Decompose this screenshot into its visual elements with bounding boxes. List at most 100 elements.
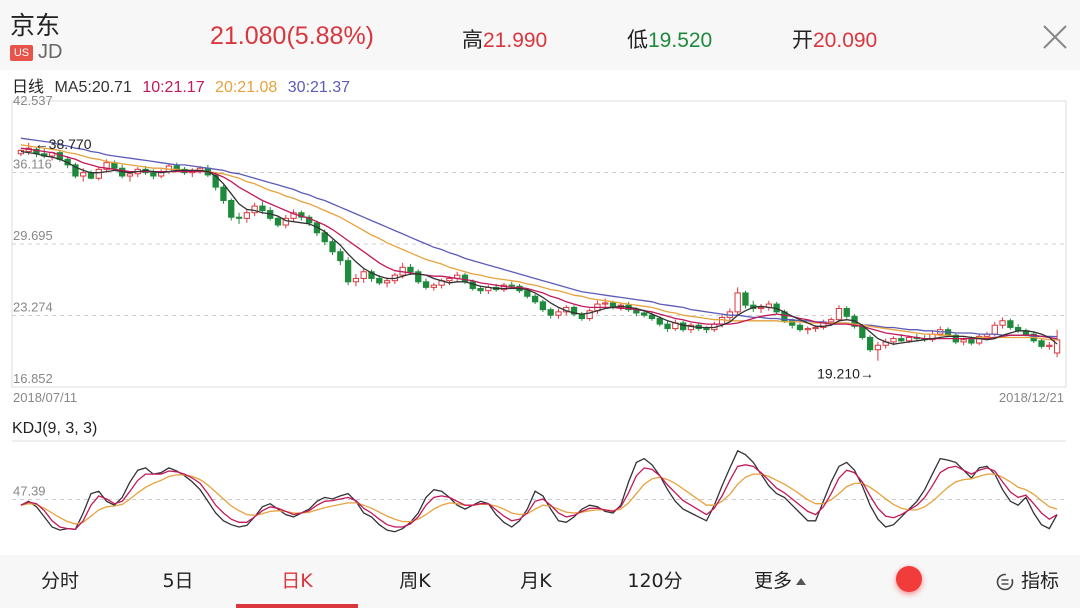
kdj-title: KDJ(9, 3, 3): [12, 420, 98, 437]
candle-body: [415, 271, 422, 283]
candle-body: [430, 284, 437, 288]
kdj-tick-label: 47.39: [13, 483, 46, 498]
candle-body: [866, 336, 874, 351]
price-tick-label: 36.116: [13, 156, 52, 171]
price-tick-label: 16.852: [13, 371, 53, 386]
tab-daily-k[interactable]: 日K: [236, 555, 358, 608]
x-end-label: 2018/12/21: [999, 390, 1064, 405]
candle-body: [648, 314, 656, 320]
candle-body: [898, 338, 905, 342]
candle-body: [570, 306, 578, 315]
candle-body: [407, 266, 414, 273]
candle-body: [259, 205, 266, 212]
candle-body: [602, 302, 609, 305]
candle-body: [1046, 344, 1053, 347]
tab-label: 指标: [1020, 570, 1059, 592]
candle-body: [422, 281, 430, 288]
candle-body: [500, 284, 508, 291]
candle-body: [859, 325, 866, 338]
candle-body: [812, 326, 819, 330]
ma10-value: 10:21.17: [142, 79, 205, 96]
tab-timeshare[interactable]: 分时: [20, 555, 100, 608]
candle-body: [220, 186, 227, 202]
candle-body: [835, 308, 843, 321]
candle-body: [95, 168, 102, 179]
ma30-line: [20, 137, 1058, 338]
candle-body: [718, 316, 726, 325]
caret-up-icon: [796, 578, 806, 585]
chart-area[interactable]: [0, 70, 1080, 555]
low-stat: 低19.520: [627, 24, 712, 54]
tab-monthly-k[interactable]: 月K: [496, 555, 576, 608]
high-value: 21.990: [483, 29, 548, 52]
record-button[interactable]: [888, 560, 930, 602]
candle-body: [578, 313, 585, 320]
tab-label: 月K: [520, 570, 552, 592]
candle-body: [1053, 339, 1061, 354]
tab-weekly-k[interactable]: 周K: [375, 555, 455, 608]
candle-body: [212, 174, 219, 188]
candle-body: [789, 320, 796, 326]
candle-body: [383, 280, 391, 284]
candle-body: [757, 306, 765, 310]
market-badge: US: [10, 45, 33, 61]
price-change-pct: (5.88%): [286, 22, 375, 50]
candle-body: [243, 212, 250, 219]
price-tick-label: 42.537: [13, 93, 53, 108]
candle-body: [329, 241, 336, 253]
ma20-value: 20:21.08: [215, 79, 278, 96]
candle-body: [687, 324, 695, 331]
candle-body: [150, 172, 157, 177]
tab-5day[interactable]: 5日: [138, 555, 218, 608]
max-price-annotation: ←38.770: [35, 136, 92, 152]
open-value: 20.090: [813, 29, 878, 52]
candle-body: [72, 164, 79, 177]
candle-body: [337, 251, 344, 262]
candle-body: [376, 277, 383, 284]
candle-body: [555, 311, 562, 316]
candle-body: [656, 318, 663, 325]
candle-body: [80, 172, 87, 177]
ma30-value: 30:21.37: [287, 79, 351, 96]
candle-body: [531, 295, 539, 303]
indicator-button[interactable]: 指标: [982, 555, 1072, 608]
candle-body: [679, 322, 687, 331]
tab-label: 5日: [162, 570, 194, 592]
tab-120min[interactable]: 120分: [615, 555, 695, 608]
tab-more[interactable]: 更多: [740, 555, 820, 608]
candle-body: [734, 292, 741, 313]
close-icon: [1043, 25, 1067, 49]
min-price-annotation: 19.210→: [817, 366, 874, 382]
ma10-line: [20, 147, 1058, 340]
candle-body: [352, 277, 360, 283]
candle-body: [547, 309, 554, 316]
candle-body: [508, 284, 515, 287]
ma5-value: MA5:20.71: [54, 79, 132, 96]
candle-body: [960, 339, 967, 343]
candle-body: [890, 338, 897, 343]
quote-header: 京东 US JD 21.080(5.88%) 高21.990 低19.520 开…: [0, 0, 1080, 70]
high-label: 高: [462, 28, 483, 52]
candle-body: [641, 312, 648, 316]
record-dot-icon: [896, 566, 922, 592]
candle-body: [103, 162, 110, 170]
price-tick-label: 23.274: [13, 299, 53, 314]
candle-body: [126, 173, 134, 177]
candle-body: [539, 301, 547, 311]
refresh-settings-icon: [996, 573, 1014, 590]
kdj-k-line: [20, 449, 1058, 533]
candlestick-chart[interactable]: 42.537 36.116 29.695 23.274 16.852 2018/07/11…: [0, 0, 1080, 555]
candle-body: [290, 212, 297, 219]
kdj-j-line: [20, 464, 1058, 530]
candle-body: [991, 324, 998, 335]
candle-body: [874, 344, 882, 351]
close-button[interactable]: [1038, 20, 1072, 54]
candle-body: [274, 217, 282, 226]
x-start-label: 2018/07/11: [13, 390, 77, 405]
current-price: 21.080(5.88%): [210, 22, 374, 51]
low-value: 19.520: [648, 29, 713, 52]
candle-body: [321, 232, 328, 243]
candle-body: [1038, 340, 1045, 347]
high-stat: 高21.990: [462, 24, 547, 54]
candle-body: [968, 339, 975, 344]
